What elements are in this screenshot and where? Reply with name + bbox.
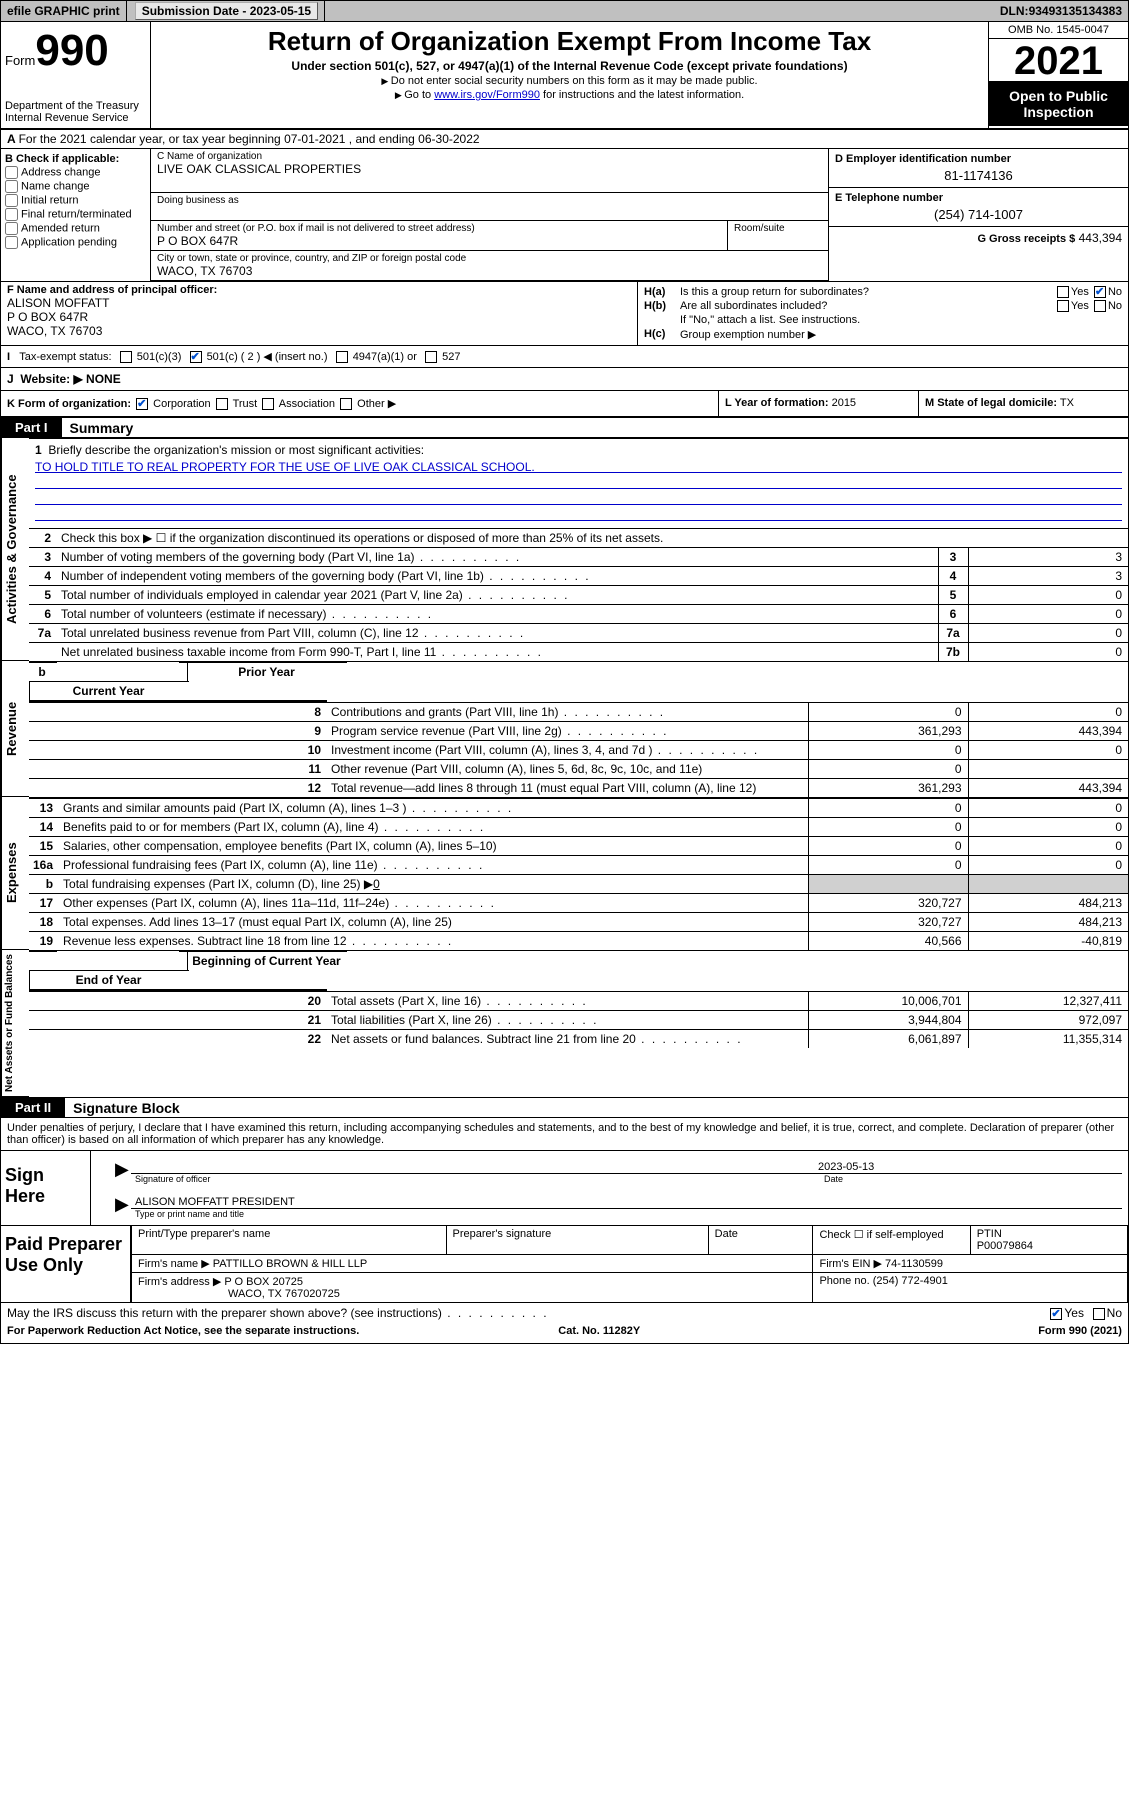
irs-label: Internal Revenue Service <box>5 112 146 124</box>
sign-here-label: Sign Here <box>1 1151 91 1225</box>
paid-preparer-label: Paid Preparer Use Only <box>1 1226 131 1302</box>
line-a: A For the 2021 calendar year, or tax yea… <box>1 130 1128 149</box>
ha-yes-no: Yes No <box>1055 286 1122 298</box>
chk-4947[interactable] <box>336 351 348 363</box>
submission-button[interactable]: Submission Date - 2023-05-15 <box>135 2 318 20</box>
vlabel-net-assets: Net Assets or Fund Balances <box>1 950 29 1097</box>
tax-year: 2021 <box>989 39 1128 82</box>
chk-501c[interactable] <box>190 351 202 363</box>
ha-no[interactable] <box>1094 286 1106 298</box>
hb-yes[interactable] <box>1057 300 1069 312</box>
net-assets-section: Beginning of Current YearEnd of Year 20T… <box>29 950 1128 1097</box>
governance-section: 1 Briefly describe the organization's mi… <box>29 438 1128 661</box>
submission-cell: Submission Date - 2023-05-15 <box>127 1 325 21</box>
row-i: I Tax-exempt status: 501(c)(3) 501(c) ( … <box>1 345 1128 367</box>
open-to-public: Open to Public Inspection <box>989 82 1128 126</box>
b-title: B Check if applicable: <box>5 153 119 165</box>
entity-block: B Check if applicable: Address change Na… <box>1 149 1128 281</box>
sign-here-fields: 2023-05-13 Signature of officerDate ALIS… <box>91 1151 1128 1225</box>
org-name: LIVE OAK CLASSICAL PROPERTIES <box>157 162 822 176</box>
part-2-header: Part II Signature Block <box>1 1097 1128 1118</box>
part-1-header: Part I Summary <box>1 418 1128 438</box>
footer: For Paperwork Reduction Act Notice, see … <box>1 1323 1128 1343</box>
chk-application-pending[interactable]: Application pending <box>5 236 146 249</box>
top-toolbar: efile GRAPHIC print Submission Date - 20… <box>0 0 1129 22</box>
m-cell: M State of legal domicile: TX <box>918 391 1128 416</box>
dept-label: Department of the Treasury <box>5 100 146 112</box>
governance-table: 2Check this box ▶ ☐ if the organization … <box>29 528 1128 661</box>
phone-cell: E Telephone number (254) 714-1007 <box>829 188 1128 227</box>
k-cell: K Form of organization: Corporation Trus… <box>1 391 718 416</box>
paid-preparer-grid: Paid Preparer Use Only Print/Type prepar… <box>1 1225 1128 1302</box>
mission-text: TO HOLD TITLE TO REAL PROPERTY FOR THE U… <box>35 460 1122 473</box>
header-right: OMB No. 1545-0047 2021 Open to Public In… <box>988 22 1128 128</box>
chk-501c3[interactable] <box>120 351 132 363</box>
chk-corp[interactable] <box>136 398 148 410</box>
expenses-table: 13Grants and similar amounts paid (Part … <box>29 798 1128 950</box>
tax-status: I Tax-exempt status: 501(c)(3) 501(c) ( … <box>1 346 638 367</box>
note-link: Go to www.irs.gov/Form990 for instructio… <box>155 89 984 101</box>
penalty-statement: Under penalties of perjury, I declare th… <box>1 1118 1128 1151</box>
efile-label: efile GRAPHIC print <box>1 1 127 21</box>
sign-here-grid: Sign Here 2023-05-13 Signature of office… <box>1 1151 1128 1225</box>
expenses-section: 13Grants and similar amounts paid (Part … <box>29 797 1128 950</box>
form-header: Form990 Department of the Treasury Inter… <box>1 22 1128 130</box>
form-subtitle: Under section 501(c), 527, or 4947(a)(1)… <box>155 59 984 73</box>
chk-other[interactable] <box>340 398 352 410</box>
col-c: C Name of organization LIVE OAK CLASSICA… <box>151 149 828 281</box>
chk-assoc[interactable] <box>262 398 274 410</box>
header-left: Form990 Department of the Treasury Inter… <box>1 22 151 128</box>
h-box: H(a)Is this a group return for subordina… <box>638 282 1128 345</box>
preparer-table: Print/Type preparer's name Preparer's si… <box>131 1226 1128 1302</box>
col-b: B Check if applicable: Address change Na… <box>1 149 151 281</box>
ha-yes[interactable] <box>1057 286 1069 298</box>
chk-final-return[interactable]: Final return/terminated <box>5 208 146 221</box>
org-name-box: C Name of organization LIVE OAK CLASSICA… <box>151 149 828 193</box>
form-title: Return of Organization Exempt From Incom… <box>155 26 984 57</box>
row-klm: K Form of organization: Corporation Trus… <box>1 390 1128 418</box>
principal-officer: F Name and address of principal officer:… <box>1 282 638 345</box>
discuss-row: May the IRS discuss this return with the… <box>1 1302 1128 1323</box>
chk-trust[interactable] <box>216 398 228 410</box>
dba-box: Doing business as <box>151 193 828 221</box>
summary-grid: Activities & Governance 1 Briefly descri… <box>1 438 1128 1097</box>
omb-number: OMB No. 1545-0047 <box>989 22 1128 39</box>
l-cell: L Year of formation: 2015 <box>718 391 918 416</box>
chk-527[interactable] <box>425 351 437 363</box>
hb-yes-no: Yes No <box>1055 300 1122 312</box>
note-ssn: Do not enter social security numbers on … <box>155 75 984 87</box>
officer-name-line: ALISON MOFFATT PRESIDENT <box>131 1188 1122 1209</box>
signature-line[interactable]: 2023-05-13 <box>131 1153 1122 1174</box>
col-deg: D Employer identification number 81-1174… <box>828 149 1128 281</box>
vlabel-governance: Activities & Governance <box>1 438 29 661</box>
chk-initial-return[interactable]: Initial return <box>5 194 146 207</box>
vlabel-expenses: Expenses <box>1 797 29 950</box>
chk-amended[interactable]: Amended return <box>5 222 146 235</box>
revenue-table: bPrior YearCurrent Year 8Contributions a… <box>29 662 1128 797</box>
revenue-section: bPrior YearCurrent Year 8Contributions a… <box>29 661 1128 797</box>
header-mid: Return of Organization Exempt From Incom… <box>151 22 988 128</box>
dln-cell: DLN: 93493135134383 <box>994 1 1128 21</box>
street-box: Number and street (or P.O. box if mail i… <box>151 221 728 251</box>
arrow-icon <box>115 1159 129 1180</box>
chk-address-change[interactable]: Address change <box>5 166 146 179</box>
ein-cell: D Employer identification number 81-1174… <box>829 149 1128 188</box>
row-fh: F Name and address of principal officer:… <box>1 281 1128 345</box>
hb-no[interactable] <box>1094 300 1106 312</box>
form-page: Form990 Department of the Treasury Inter… <box>0 22 1129 1344</box>
arrow-icon <box>115 1194 129 1215</box>
form-990-label: Form990 <box>5 26 146 76</box>
gross-cell: G Gross receipts $ 443,394 <box>829 227 1128 261</box>
room-box: Room/suite <box>728 221 828 251</box>
discuss-no[interactable] <box>1093 1308 1105 1320</box>
city-box: City or town, state or province, country… <box>151 251 828 281</box>
irs-link[interactable]: www.irs.gov/Form990 <box>434 89 540 101</box>
discuss-yes[interactable] <box>1050 1308 1062 1320</box>
vlabel-revenue: Revenue <box>1 661 29 797</box>
net-assets-table: Beginning of Current YearEnd of Year 20T… <box>29 951 1128 1048</box>
mission-block: 1 Briefly describe the organization's mi… <box>29 439 1128 528</box>
row-j: J Website: ▶ NONE <box>1 367 1128 390</box>
chk-name-change[interactable]: Name change <box>5 180 146 193</box>
